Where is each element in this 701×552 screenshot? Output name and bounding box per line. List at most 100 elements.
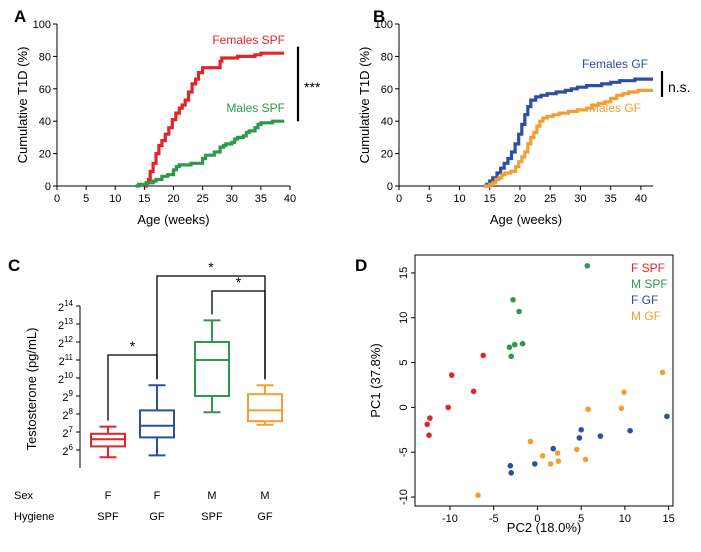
panel-a-x-tick-label: 25 [197,193,209,205]
panel-b-y-tick-label: 40 [381,116,393,128]
panel-d-point-m-gf [621,389,627,396]
panel-a-y-tick-label: 20 [39,149,51,161]
panel-c-y-tick-label: 214 [58,299,74,314]
panel-c-label: C [8,256,20,275]
panel-d-x-tick-label: 0 [534,513,540,525]
panel-b-y-tick-label: 100 [375,19,393,31]
panel-c-box-f-gf [139,409,175,439]
panel-d-legend-m-gf: M GF [631,309,661,323]
panel-d-label: D [355,256,367,275]
panel-d-point-f-gf [508,470,514,476]
panel-b-series-label-males-gf: Males GF [589,101,641,115]
panel-a-series-females-spf [144,51,285,188]
panel-d-x-tick-label: -5 [489,513,499,525]
panel-a-x-tick-label: 20 [167,193,179,205]
panel-d-point-m-spf [508,353,514,360]
panel-a-x-tick-label: 15 [138,193,150,205]
panel-b-y-tick-label: 20 [381,149,393,161]
panel-c-comparison-bracket [211,290,266,380]
panel-d-point-f-gf [627,427,633,434]
panel-c-y-axis-label: Testosterone (pg/mL) [24,328,39,451]
panel-d-x-axis-label: PC2 (18.0%) [507,520,581,535]
panel-c-hygiene-label: SPF [201,511,223,523]
panel-a-y-tick-label: 80 [39,51,51,63]
panel-a-x-tick-label: 5 [83,193,89,205]
panel-c-hygiene-label: GF [149,511,165,523]
panel-a-x-tick-label: 30 [226,193,238,205]
panel-a-series-label-females-spf: Females SPF [212,33,285,47]
panel-c-y-tick-label: 213 [58,317,74,332]
panel-d-point-f-spf [480,352,487,359]
panel-a-x-axis-label: Age (weeks) [137,212,209,227]
panel-c-comparison-label: * [236,274,242,290]
panel-b-x-tick-label: 30 [574,193,586,205]
panel-d-point-f-gf [550,445,556,452]
panel-b-x-tick-label: 0 [396,193,402,205]
panel-d-point-f-gf [532,461,538,467]
panel-a-y-tick-label: 60 [39,84,51,96]
panel-c-sex-label: M [260,490,269,502]
panel-b-x-tick-label: 20 [514,193,526,205]
panel-d-point-f-gf [664,413,670,420]
panel-a-series-label-males-spf: Males SPF [226,101,285,115]
panel-d-y-tick-label: 0 [398,404,410,410]
panel-c-row-label-sex: Sex [14,490,33,502]
panel-d-x-tick-label: -10 [442,513,458,525]
panel-d-point-f-spf [448,372,455,378]
panel-d-x-tick-label: 5 [578,513,584,525]
panel-b-y-tick-label: 0 [387,181,393,193]
panel-d-point-m-spf [516,308,522,315]
panel-a-x-tick-label: 35 [255,193,267,205]
panel-c-box-m-gf [247,393,283,423]
panel-c-y-tick-label: 212 [58,335,74,350]
panel-c-comparison-label: * [208,259,214,275]
panel-d-point-m-gf [539,453,546,459]
panel-d-point-m-spf [506,344,513,351]
panel-c-comparison-bracket [156,275,266,380]
panel-c-y-tick-label: 26 [62,443,73,458]
panel-a-y-tick-label: 0 [45,181,51,193]
panel-d-legend-f-gf: F GF [631,293,658,307]
panel-d-point-f-spf [427,415,433,421]
panel-d-point-m-gf [554,450,561,456]
panel-c-sex-label: F [105,490,112,502]
panel-d-y-tick-label: 10 [398,312,410,324]
panel-a-x-tick-label: 10 [109,193,121,205]
panel-b-y-axis-label: Cumulative T1D (%) [357,47,372,164]
panel-d-y-tick-label: -5 [398,447,410,457]
panel-d-y-tick-label: -10 [398,489,410,505]
panel-d-point-f-gf [507,462,514,469]
panel-b-x-tick-label: 10 [453,193,465,205]
panel-d-point-f-gf [578,427,584,433]
panel-d-point-m-gf [618,405,625,412]
panel-d-point-m-gf [582,456,589,463]
panel-b-y-tick-label: 60 [381,84,393,96]
panel-b-y-tick-label: 80 [381,51,393,63]
panel-d-y-tick-label: 5 [398,360,410,366]
panel-c-sex-label: M [207,490,216,502]
panel-d-x-tick-label: 15 [663,513,675,525]
panel-d-point-m-spf [519,340,526,347]
panel-a-label: A [14,7,26,26]
panel-a-y-tick-label: 100 [33,19,51,31]
panel-d-point-f-spf [426,432,432,439]
panel-b-x-tick-label: 40 [635,193,647,205]
panel-a-series-males-spf [135,119,285,188]
panel-c-comparison-label: * [130,338,136,354]
panel-b-x-tick-label: 35 [605,193,617,205]
panel-d-frame [414,254,674,507]
panel-b-x-axis-label: Age (weeks) [490,212,562,227]
panel-d-point-m-spf [510,297,516,303]
panel-c-hygiene-label: GF [257,511,273,523]
panel-d-point-f-gf [597,433,604,439]
panel-b-series-label-females-gf: Females GF [582,57,648,71]
panel-d-point-m-gf [547,461,554,467]
panel-a-y-tick-label: 40 [39,116,51,128]
panel-d-point-f-spf [445,404,452,411]
panel-a-x-tick-label: 40 [284,193,296,205]
panel-d-point-f-gf [576,435,583,441]
panel-d-point-m-gf [475,492,481,499]
panel-a-x-tick-label: 0 [54,193,60,205]
panel-b-significance-label: n.s. [668,79,691,95]
panel-c-sex-label: F [154,490,161,502]
